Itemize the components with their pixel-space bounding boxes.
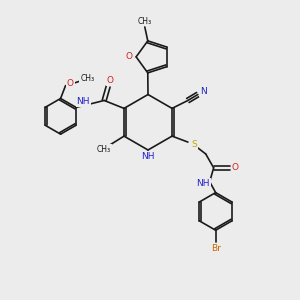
Text: Br: Br xyxy=(211,244,220,253)
Text: N: N xyxy=(200,87,207,96)
Text: O: O xyxy=(126,52,133,62)
Text: CH₃: CH₃ xyxy=(97,145,111,154)
Text: NH: NH xyxy=(76,97,90,106)
Text: NH: NH xyxy=(196,179,209,188)
Text: O: O xyxy=(67,79,74,88)
Text: NH: NH xyxy=(141,152,155,161)
Text: S: S xyxy=(191,140,197,148)
Text: CH₃: CH₃ xyxy=(80,74,94,83)
Text: CH₃: CH₃ xyxy=(138,16,152,26)
Text: O: O xyxy=(106,76,114,85)
Text: O: O xyxy=(232,163,239,172)
